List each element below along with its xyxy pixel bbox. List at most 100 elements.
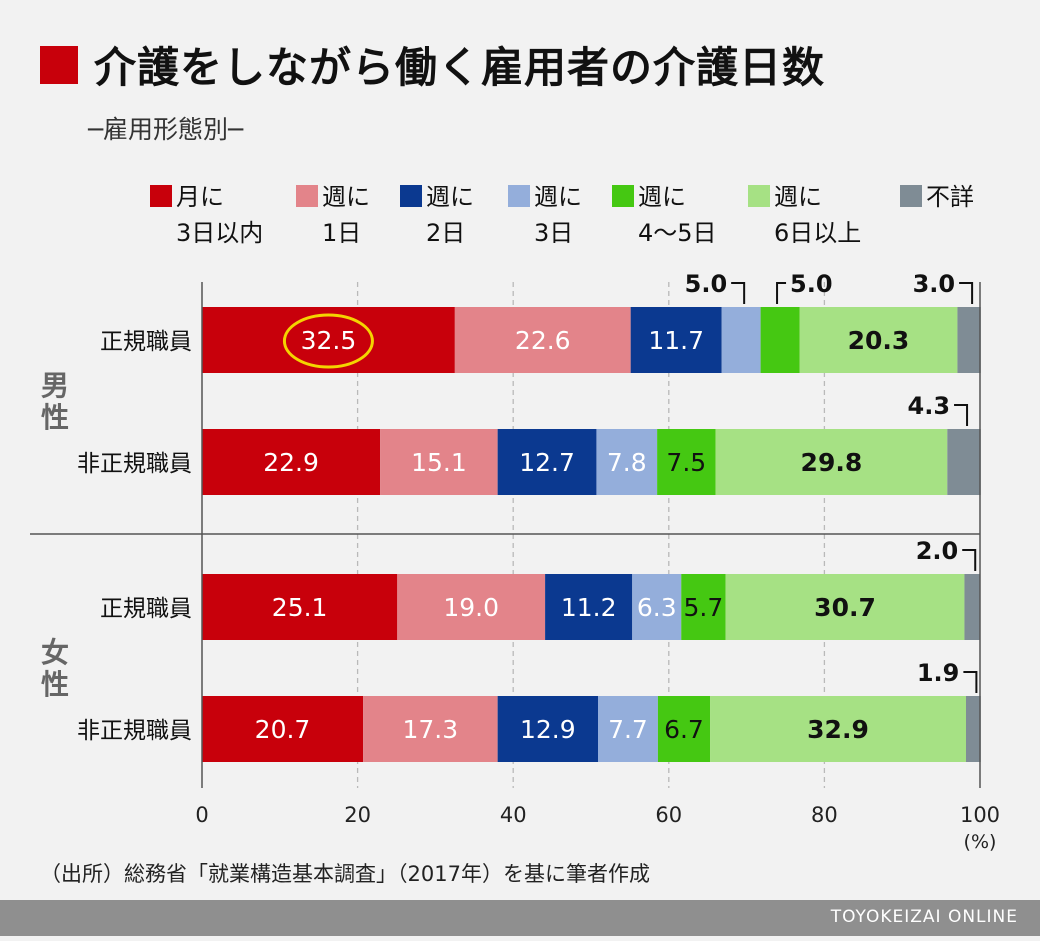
row-label-1: 非正規職員: [77, 451, 192, 477]
x-tick-label-80: 80: [811, 803, 838, 827]
bar-seg-r1-s3: [596, 429, 658, 495]
bar-seg-r0-s0: [202, 307, 455, 373]
x-tick-label-20: 20: [344, 803, 371, 827]
bar-seg-r0-s5: [799, 307, 958, 373]
x-tick-label-40: 40: [500, 803, 527, 827]
data-label-r2-s4: 5.7: [684, 593, 724, 622]
bar-seg-r3-s5: [710, 696, 966, 762]
legend-label-2: 週に: [426, 183, 474, 211]
bar-seg-r3-s6: [965, 696, 981, 762]
legend-swatch-0: [150, 185, 172, 207]
bar-seg-r3-s1: [363, 696, 498, 762]
data-label-r0-s1: 22.6: [515, 326, 571, 355]
bar-seg-r2-s1: [397, 574, 546, 640]
bar-seg-r1-s5: [715, 429, 948, 495]
data-label-r3-s5: 32.9: [807, 715, 869, 744]
data-label-r0-s0: 32.5: [301, 326, 357, 355]
bar-seg-r2-s4: [681, 574, 726, 640]
group-label-1-0: 女: [41, 636, 69, 669]
source-note: （出所）総務省「就業構造基本調査」（2017年）を基に筆者作成: [40, 862, 650, 886]
data-label-r0-s3: 5.0: [685, 270, 728, 298]
leader-r1-s6: [954, 404, 969, 426]
data-labels: 32.5 22.6 11.7 5.0 5.0 20.33.0 22.9 15.1 12.7 7.8…: [255, 270, 978, 744]
legend-label-6: 不詳: [926, 183, 974, 211]
bar-seg-r2-s0: [202, 574, 398, 640]
bar-seg-r2-s6: [964, 574, 980, 640]
row-label-2: 正規職員: [100, 596, 192, 622]
x-tick-label-60: 60: [655, 803, 682, 827]
row-label-0: 正規職員: [100, 329, 192, 355]
data-label-r0-s2: 11.7: [648, 326, 704, 355]
legend-label-line2-2: 2日: [426, 219, 465, 247]
data-label-r3-s4: 6.7: [664, 715, 704, 744]
bar-seg-r0-s6: [957, 307, 981, 373]
group-label-0-1: 性: [41, 401, 69, 434]
bar-seg-r3-s0: [202, 696, 364, 762]
data-label-r2-s0: 25.1: [272, 593, 328, 622]
data-label-r3-s2: 12.9: [520, 715, 576, 744]
x-unit-label: (%): [964, 831, 997, 853]
stacked-bar-chart: 月に 3日以内 週に 1日 週に 2日 週に 3日 週に 4〜5日 週に 6日以上 不詳 32.5 22.…: [30, 183, 1000, 853]
bar-seg-r2-s5: [725, 574, 965, 640]
legend-swatch-4: [612, 185, 634, 207]
legend-label-3: 週に: [534, 183, 582, 211]
bar-seg-r1-s4: [657, 429, 716, 495]
bar-seg-r1-s0: [202, 429, 381, 495]
data-label-r1-s1: 15.1: [411, 448, 467, 477]
group-label-0-0: 男: [41, 369, 69, 402]
data-label-r0-s5: 20.3: [848, 326, 910, 355]
group-label-1-1: 性: [41, 668, 69, 701]
leader-r0-s3: [731, 282, 746, 304]
title-marker-square: [40, 46, 78, 84]
credit-bar: TOYOKEIZAI ONLINE: [0, 900, 1040, 936]
bar-seg-r0-s3: [721, 307, 761, 373]
data-label-r3-s0: 20.7: [255, 715, 311, 744]
bar-seg-r1-s6: [947, 429, 981, 495]
bar-seg-r0-s4: [760, 307, 800, 373]
title-text: 介護をしながら働く雇用者の介護日数: [94, 43, 826, 92]
highlight-ellipse: [282, 313, 374, 369]
legend: 月に 3日以内 週に 1日 週に 2日 週に 3日 週に 4〜5日 週に 6日以上 不詳: [150, 183, 974, 247]
legend-swatch-1: [296, 185, 318, 207]
bar-seg-r1-s1: [380, 429, 498, 495]
data-label-r1-s3: 7.8: [607, 448, 647, 477]
leader-r0-s6: [959, 282, 974, 304]
data-label-r0-s6: 3.0: [913, 270, 956, 298]
legend-label-line2-5: 6日以上: [774, 219, 861, 247]
leader-r0-s4: [776, 282, 787, 304]
bar-seg-r0-s1: [454, 307, 631, 373]
bar-seg-r1-s2: [497, 429, 597, 495]
bar-seg-r3-s4: [657, 696, 711, 762]
legend-swatch-5: [748, 185, 770, 207]
bar-seg-r3-s3: [598, 696, 658, 762]
credit-text: TOYOKEIZAI ONLINE: [830, 907, 1018, 927]
data-label-r1-s6: 4.3: [908, 392, 951, 420]
row-label-3: 非正規職員: [77, 718, 192, 744]
legend-label-0: 月に: [176, 183, 224, 211]
data-label-r0-s4: 5.0: [790, 270, 833, 298]
x-tick-label-0: 0: [195, 803, 208, 827]
legend-label-5: 週に: [774, 183, 822, 211]
data-label-r2-s1: 19.0: [443, 593, 499, 622]
legend-label-line2-3: 3日: [534, 219, 573, 247]
legend-swatch-3: [508, 185, 530, 207]
bar-seg-r3-s2: [497, 696, 599, 762]
legend-swatch-2: [400, 185, 422, 207]
data-label-r2-s3: 6.3: [637, 593, 677, 622]
leader-r2-s6: [962, 549, 977, 571]
legend-swatch-6: [900, 185, 922, 207]
data-label-r1-s0: 22.9: [263, 448, 319, 477]
bar-seg-r0-s2: [630, 307, 722, 373]
data-label-r3-s6: 1.9: [917, 659, 960, 687]
bar-seg-r2-s2: [545, 574, 633, 640]
data-label-r2-s2: 11.2: [561, 593, 617, 622]
data-label-r3-s3: 7.7: [608, 715, 648, 744]
legend-label-4: 週に: [638, 183, 686, 211]
legend-label-1: 週に: [322, 183, 370, 211]
data-label-r2-s6: 2.0: [916, 537, 959, 565]
leader-r3-s6: [963, 671, 978, 693]
x-tick-label-100: 100: [960, 803, 1000, 827]
data-label-r1-s5: 29.8: [801, 448, 863, 477]
data-label-r2-s5: 30.7: [814, 593, 876, 622]
